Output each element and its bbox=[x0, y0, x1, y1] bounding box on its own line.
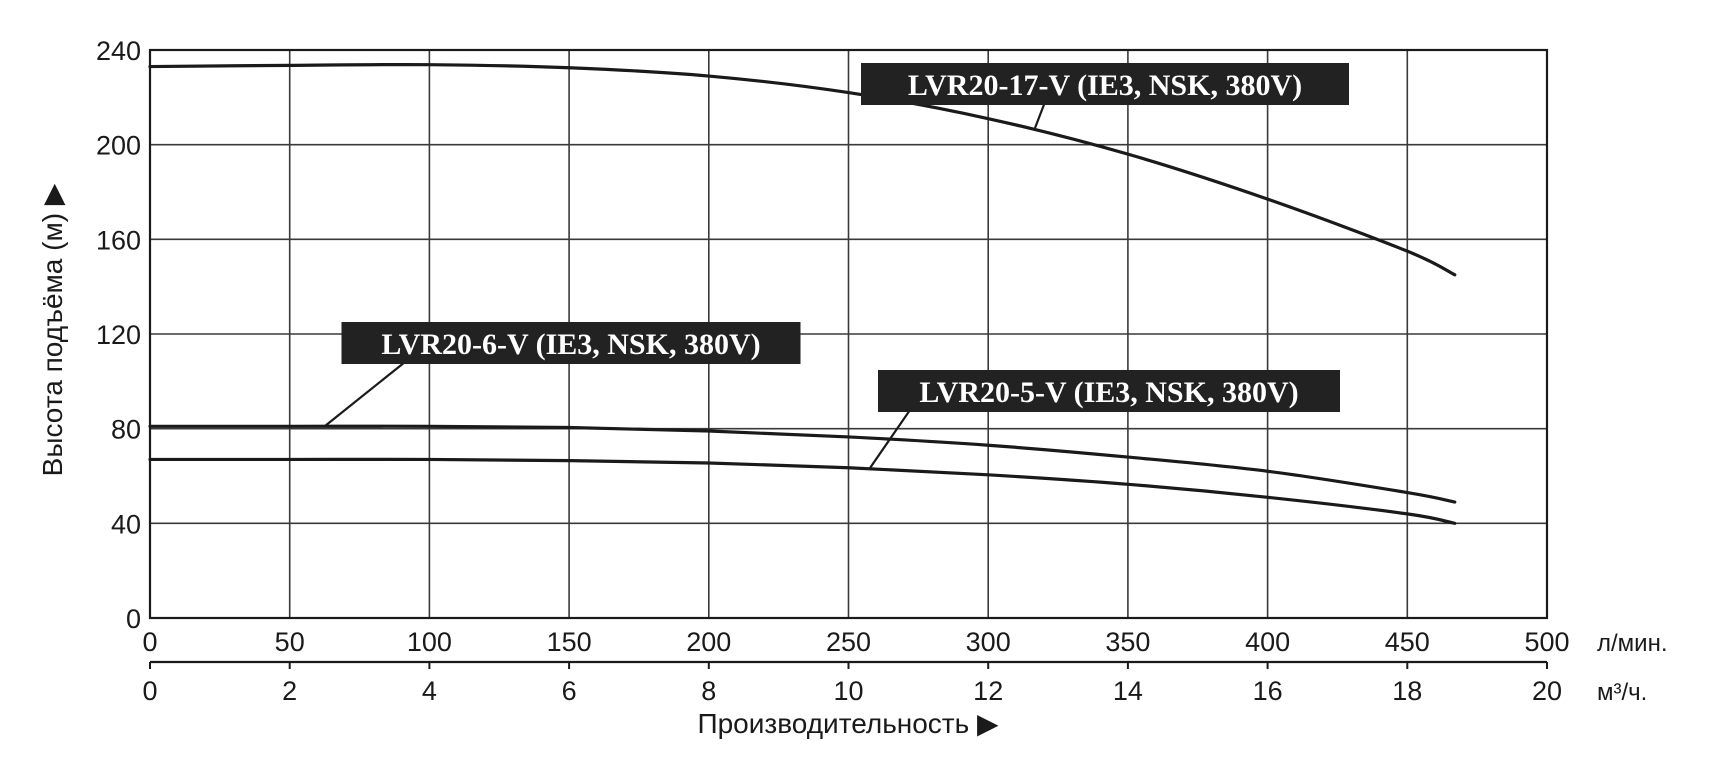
x-tick-label: 100 bbox=[407, 627, 452, 657]
label-box-2 bbox=[341, 322, 801, 364]
x2-tick-label: 10 bbox=[833, 676, 863, 706]
y-tick-label: 120 bbox=[96, 320, 141, 350]
x-tick-label: 0 bbox=[142, 627, 157, 657]
x2-tick-label: 0 bbox=[142, 676, 157, 706]
x-tick-label: 50 bbox=[275, 627, 305, 657]
x-tick-label: 450 bbox=[1385, 627, 1430, 657]
x-tick-label: 500 bbox=[1524, 627, 1569, 657]
x-tick-label: 250 bbox=[826, 627, 871, 657]
x2-tick-label: 14 bbox=[1113, 676, 1143, 706]
x2-tick-label: 2 bbox=[282, 676, 297, 706]
x2-tick-label: 20 bbox=[1532, 676, 1562, 706]
x-tick-label: 400 bbox=[1245, 627, 1290, 657]
series-curves bbox=[148, 62, 1457, 525]
x-axis-title: Производительность ▶ bbox=[697, 708, 999, 739]
x-tick-label: 150 bbox=[547, 627, 592, 657]
series-line-1 bbox=[148, 62, 1457, 277]
series-line-2 bbox=[148, 424, 1457, 504]
series-label-2: LVR20-6-V (IE3, NSK, 380V) bbox=[381, 328, 760, 361]
x2-tick-label: 16 bbox=[1253, 676, 1283, 706]
x2-tick-label: 4 bbox=[422, 676, 437, 706]
series-line-3 bbox=[148, 457, 1457, 525]
series-labels: LVR20-17-V (IE3, NSK, 380V) LVR20-6-V (IE… bbox=[324, 63, 1349, 469]
x2-tick-label: 18 bbox=[1392, 676, 1422, 706]
series-label-3: LVR20-5-V (IE3, NSK, 380V) bbox=[919, 376, 1298, 409]
x-tick-label: 300 bbox=[966, 627, 1011, 657]
x-tick-label: 350 bbox=[1105, 627, 1150, 657]
y-axis-title: Высота подъёма (м) ▶ bbox=[37, 183, 68, 476]
label-leader-1 bbox=[1033, 101, 1047, 129]
x2-tick-label: 8 bbox=[701, 676, 716, 706]
plot-frame bbox=[148, 48, 1549, 620]
y-tick-label: 80 bbox=[111, 415, 141, 445]
x2-tick-label: 12 bbox=[973, 676, 1003, 706]
x2-unit-label: м³/ч. bbox=[1597, 679, 1647, 706]
y-tick-label: 40 bbox=[111, 509, 141, 539]
y-tick-label: 200 bbox=[96, 131, 141, 161]
label-leader-3 bbox=[869, 409, 911, 469]
x2-tick-label: 6 bbox=[562, 676, 577, 706]
x-unit-label: л/мин. bbox=[1597, 630, 1668, 657]
x-tick-label: 200 bbox=[686, 627, 731, 657]
y-tick-label: 0 bbox=[126, 604, 141, 634]
series-label-1: LVR20-17-V (IE3, NSK, 380V) bbox=[908, 69, 1302, 102]
y-tick-label: 160 bbox=[96, 225, 141, 255]
label-leader-2 bbox=[324, 361, 406, 427]
label-box-3 bbox=[878, 370, 1340, 412]
label-box-1 bbox=[861, 63, 1349, 105]
y-tick-label: 240 bbox=[96, 36, 141, 66]
